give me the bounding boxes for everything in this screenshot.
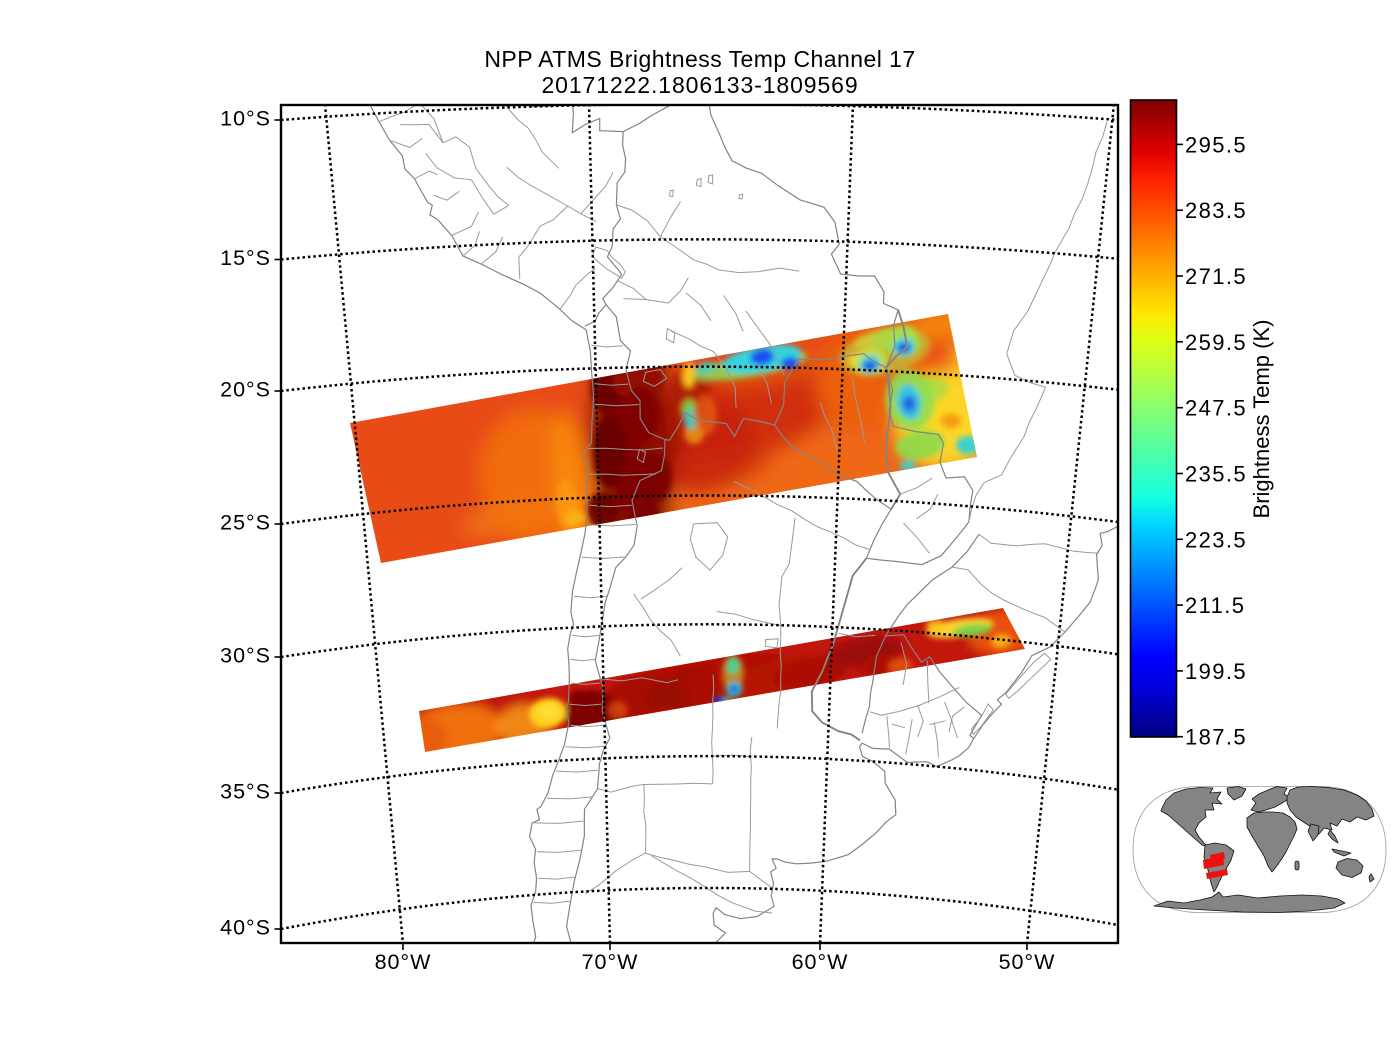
svg-text:187.5: 187.5 bbox=[1185, 725, 1247, 750]
svg-text:30°S: 30°S bbox=[220, 644, 271, 668]
svg-text:10°S: 10°S bbox=[220, 107, 271, 131]
svg-text:199.5: 199.5 bbox=[1185, 659, 1247, 684]
svg-text:283.5: 283.5 bbox=[1185, 198, 1247, 223]
svg-text:80°W: 80°W bbox=[375, 950, 432, 974]
svg-text:20171222.1806133-1809569: 20171222.1806133-1809569 bbox=[541, 72, 858, 98]
svg-text:40°S: 40°S bbox=[220, 916, 271, 940]
svg-text:20°S: 20°S bbox=[220, 378, 271, 402]
svg-text:35°S: 35°S bbox=[220, 780, 271, 804]
svg-text:295.5: 295.5 bbox=[1185, 132, 1247, 157]
svg-text:60°W: 60°W bbox=[792, 950, 849, 974]
svg-text:70°W: 70°W bbox=[582, 950, 639, 974]
svg-text:247.5: 247.5 bbox=[1185, 396, 1247, 421]
svg-text:15°S: 15°S bbox=[220, 246, 271, 270]
svg-text:259.5: 259.5 bbox=[1185, 330, 1247, 355]
svg-text:271.5: 271.5 bbox=[1185, 264, 1247, 289]
svg-text:25°S: 25°S bbox=[220, 511, 271, 535]
svg-text:50°W: 50°W bbox=[999, 950, 1056, 974]
svg-text:211.5: 211.5 bbox=[1185, 593, 1245, 618]
svg-text:235.5: 235.5 bbox=[1185, 462, 1247, 487]
svg-text:223.5: 223.5 bbox=[1185, 527, 1247, 552]
svg-text:Brightness Temp (K): Brightness Temp (K) bbox=[1249, 320, 1274, 519]
svg-text:NPP ATMS Brightness Temp Chann: NPP ATMS Brightness Temp Channel 17 bbox=[484, 46, 915, 72]
